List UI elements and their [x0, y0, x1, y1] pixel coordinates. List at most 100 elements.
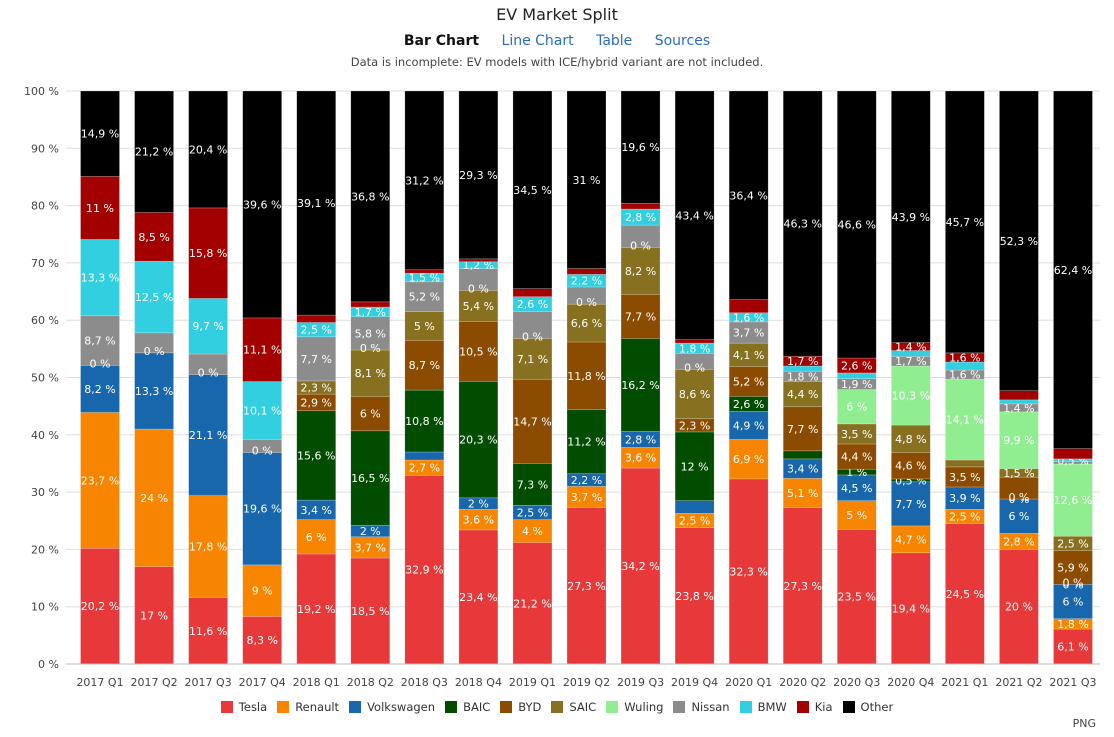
legend-item-nissan[interactable]: Nissan — [673, 700, 730, 714]
bar-segment-tesla — [80, 547, 120, 665]
bar-stack: 27,3 % 5,1 % 3,4 % 7,7 % 4,4 % 1,8 % 1,7 % 46,3… — [782, 90, 823, 665]
bar-segment-byd — [836, 443, 877, 470]
bar-segment-tesla — [188, 597, 228, 665]
bar-segment-wuling — [891, 365, 931, 426]
legend-item-saic[interactable]: SAIC — [551, 700, 596, 714]
tab-table[interactable]: Table — [596, 33, 633, 49]
data-label: 13,3 % — [81, 272, 119, 285]
bar-stack: 6,1 %1,8 %6 %0 %5,9 %2,5 %12,6 %0,5 %62,… — [1053, 90, 1093, 665]
data-label: 14,1 % — [946, 414, 984, 427]
data-label-zero: 0 % — [576, 296, 597, 309]
data-label: 4 % — [522, 525, 543, 538]
bar-segment-other — [566, 90, 607, 269]
legend-item-other[interactable]: Other — [842, 700, 893, 714]
export-png-button[interactable]: PNG — [1072, 717, 1096, 730]
bar-segment-baic — [296, 410, 337, 501]
x-tick-label: 2018 Q4 — [455, 676, 502, 689]
bar-segment-byd — [512, 378, 553, 464]
bar-segment-renault — [242, 564, 282, 617]
data-label: 34,5 % — [513, 184, 551, 197]
bar-segment-nissan — [999, 403, 1039, 413]
data-label: 10,5 % — [459, 345, 497, 358]
data-label: 8,5 % — [138, 231, 169, 244]
legend-item-bmw[interactable]: BMW — [739, 700, 787, 714]
data-label: 5 % — [846, 509, 867, 522]
chart-legend: Tesla Renault Volkswagen BAIC BYD SAIC Wuling N… — [0, 700, 1114, 716]
x-tick-label: 2020 Q3 — [833, 676, 880, 689]
tab-line-chart[interactable]: Line Chart — [501, 33, 574, 49]
bar-segment-renault — [188, 495, 228, 598]
bar-segment-tesla — [566, 507, 607, 665]
legend-item-renault[interactable]: Renault — [277, 700, 339, 714]
data-label: 2,6 % — [841, 359, 872, 372]
data-label-zero: 0 % — [468, 282, 489, 295]
bar-segment-renault — [80, 412, 120, 549]
legend-swatch — [673, 701, 686, 713]
data-label: 4,8 % — [895, 433, 926, 446]
data-label: 29,3 % — [459, 169, 497, 182]
bar-segment-bmw — [188, 298, 228, 355]
bar-segment-bmw — [242, 381, 282, 440]
legend-item-volkswagen[interactable]: Volkswagen — [349, 700, 435, 714]
tab-bar-chart[interactable]: Bar Chart — [403, 33, 480, 49]
data-label: 23,4 % — [459, 591, 497, 604]
data-label: 10,8 % — [405, 415, 443, 428]
legend-label: BMW — [757, 700, 787, 714]
data-label-zero: 0 % — [1008, 491, 1029, 504]
data-label: 8,2 % — [625, 265, 656, 278]
bar-segment-other — [674, 90, 715, 340]
bar-segment-renault — [891, 525, 931, 554]
data-label: 43,9 % — [892, 211, 930, 224]
bar-segment-renault — [728, 439, 769, 480]
bar-segment-renault — [836, 500, 877, 530]
data-label: 1,7 % — [787, 355, 818, 368]
legend-item-baic[interactable]: BAIC — [445, 700, 490, 714]
data-label: 24 % — [140, 492, 168, 505]
bar-segment-kia — [728, 299, 769, 314]
data-label: 1,7 % — [895, 355, 926, 368]
bar-segment-kia — [296, 314, 337, 323]
bar-segment-byd — [350, 396, 391, 432]
legend-item-byd[interactable]: BYD — [500, 700, 541, 714]
bar-stack: 27,3 % 3,7 % 2,2 % 11,2 % 11,8 % 6,6 % 2,2 % 31… — [566, 90, 607, 665]
data-label: 8,7 % — [84, 335, 115, 348]
bar-segment-kia — [674, 339, 715, 344]
bar-segment-renault — [458, 508, 499, 531]
bar-stack: 20 % 2,8 % 6 % 0 % 1,5 % 9,9 % 1,4 % 52,3 % — [999, 90, 1039, 665]
data-label: 9 % — [252, 585, 273, 598]
bar-segment-byd — [728, 366, 769, 397]
data-label: 2,8 % — [625, 433, 656, 446]
data-label: 20 % — [1005, 601, 1033, 614]
data-label: 23,5 % — [838, 591, 876, 604]
bar-segment-baic — [566, 409, 607, 475]
x-tick-label: 2017 Q3 — [185, 676, 232, 689]
data-label: 7,1 % — [517, 353, 548, 366]
tab-sources[interactable]: Sources — [654, 33, 711, 49]
legend-item-tesla[interactable]: Tesla — [220, 700, 268, 714]
data-label: 32,3 % — [729, 565, 767, 578]
data-label: 52,3 % — [1000, 235, 1038, 248]
bar-segment-other — [728, 90, 769, 300]
legend-swatch — [277, 701, 290, 713]
bar-segment-volkswagen — [674, 500, 715, 514]
legend-item-wuling[interactable]: Wuling — [606, 700, 663, 714]
y-tick-label: 20 % — [31, 543, 59, 556]
bar-segment-wuling — [945, 378, 985, 461]
data-label: 20,3 % — [459, 434, 497, 447]
bar-segment-kia — [512, 288, 553, 298]
bar-stack: 23,5 % 5 % 4,5 % 1 % 4,4 % 3,5 % 6 % 1,9 % 2,6 %… — [836, 90, 877, 665]
legend-item-kia[interactable]: Kia — [796, 700, 833, 714]
legend-label: Tesla — [238, 700, 268, 714]
data-label: 5,4 % — [463, 300, 494, 313]
data-label: 39,6 % — [243, 198, 281, 211]
data-label: 27,3 % — [783, 580, 821, 593]
bar-segment-bmw — [999, 399, 1039, 405]
data-label: 19,4 % — [892, 602, 930, 615]
data-label: 8,3 % — [246, 634, 277, 647]
data-label: 11 % — [86, 202, 114, 215]
data-label: 2,5 % — [301, 324, 332, 337]
data-label: 1,6 % — [949, 351, 980, 364]
data-label: 6,9 % — [733, 453, 764, 466]
bar-segment-other — [296, 90, 337, 316]
data-label: 11,8 % — [567, 370, 605, 383]
